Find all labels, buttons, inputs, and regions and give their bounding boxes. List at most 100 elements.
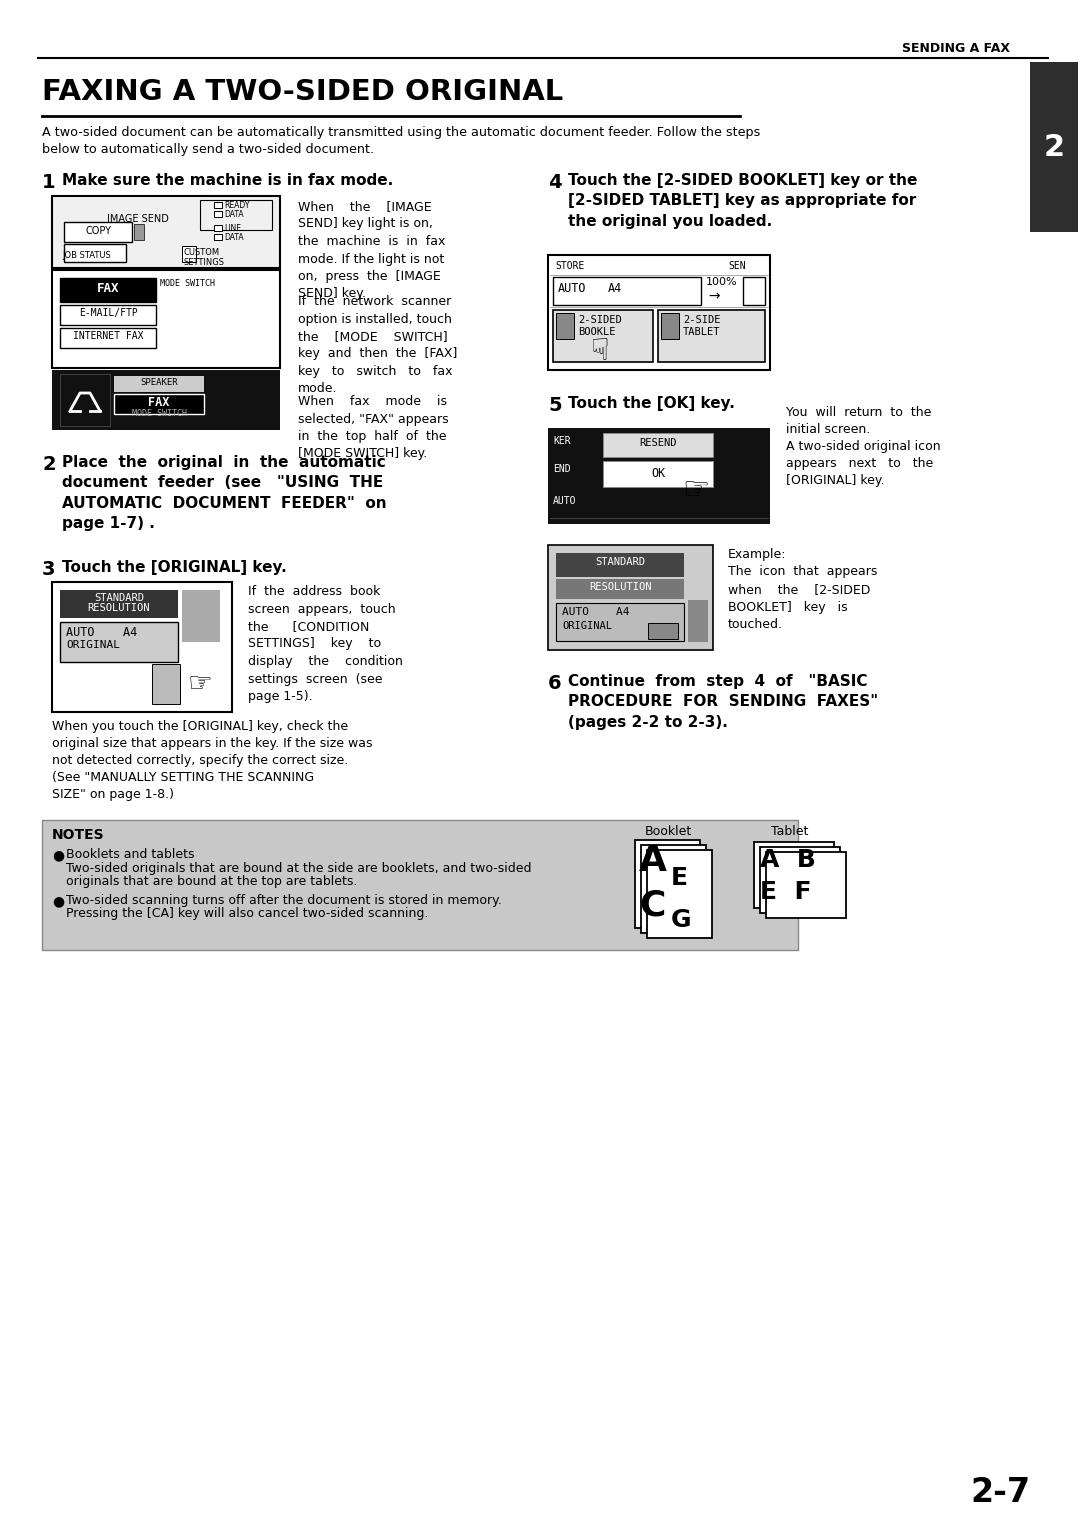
Bar xyxy=(60,374,110,426)
Bar xyxy=(556,579,684,599)
Bar xyxy=(64,222,132,241)
Text: Booklet: Booklet xyxy=(645,825,691,837)
Text: RESEND: RESEND xyxy=(639,439,677,448)
Bar xyxy=(556,553,684,578)
Bar xyxy=(635,840,700,927)
Text: 2: 2 xyxy=(42,455,56,474)
Bar xyxy=(548,428,770,524)
Text: STANDARD: STANDARD xyxy=(595,558,645,567)
Text: AUTO    A4: AUTO A4 xyxy=(562,607,630,617)
Text: Pressing the [CA] key will also cancel two-sided scanning.: Pressing the [CA] key will also cancel t… xyxy=(66,908,429,920)
Text: 1: 1 xyxy=(42,173,56,193)
Bar xyxy=(661,313,679,339)
Bar xyxy=(766,853,846,918)
Bar xyxy=(553,277,701,306)
Bar xyxy=(114,394,204,414)
Bar xyxy=(52,270,280,368)
Text: AUTO: AUTO xyxy=(553,497,577,506)
Text: If  the  network  scanner
option is installed, touch
the    [MODE    SWITCH]
key: If the network scanner option is install… xyxy=(298,295,457,396)
Bar xyxy=(214,202,222,208)
Text: AUTO    A4: AUTO A4 xyxy=(66,626,137,639)
Text: A two-sided document can be automatically transmitted using the automatic docume: A two-sided document can be automaticall… xyxy=(42,125,760,156)
Text: JOB STATUS: JOB STATUS xyxy=(62,251,111,260)
Bar xyxy=(52,370,280,429)
Bar xyxy=(134,225,144,240)
Bar xyxy=(754,842,834,908)
Text: Touch the [2-SIDED BOOKLET] key or the
[2-SIDED TABLET] key as appropriate for
t: Touch the [2-SIDED BOOKLET] key or the [… xyxy=(568,173,917,229)
Bar xyxy=(183,246,195,261)
Text: MODE SWITCH: MODE SWITCH xyxy=(160,280,215,287)
Text: ☞: ☞ xyxy=(188,669,213,698)
Bar xyxy=(548,255,770,370)
Text: COPY: COPY xyxy=(85,226,111,235)
Bar xyxy=(214,234,222,240)
Text: DATA: DATA xyxy=(224,232,244,241)
Bar xyxy=(556,604,684,642)
Text: When    fax    mode    is
selected, "FAX" appears
in  the  top  half  of  the
[M: When fax mode is selected, "FAX" appears… xyxy=(298,396,448,460)
Text: A4: A4 xyxy=(608,283,622,295)
Text: 2-SIDE: 2-SIDE xyxy=(683,315,720,325)
Text: FAX: FAX xyxy=(148,396,170,410)
Text: Two-sided originals that are bound at the side are booklets, and two-sided: Two-sided originals that are bound at th… xyxy=(66,862,531,876)
Bar xyxy=(760,847,840,914)
Text: TABLET: TABLET xyxy=(683,327,720,338)
Bar xyxy=(114,376,204,393)
Text: ORIGINAL: ORIGINAL xyxy=(66,640,120,649)
Text: ●: ● xyxy=(52,848,64,862)
Bar xyxy=(60,590,178,617)
Bar xyxy=(60,278,156,303)
Text: IMAGE SEND: IMAGE SEND xyxy=(107,214,168,225)
Text: E  F: E F xyxy=(760,880,811,905)
Text: MODE SWITCH: MODE SWITCH xyxy=(132,410,187,419)
Bar xyxy=(658,310,765,362)
Text: 2-SIDED: 2-SIDED xyxy=(578,315,622,325)
Bar xyxy=(52,582,232,712)
Text: 3: 3 xyxy=(42,559,55,579)
Text: →: → xyxy=(708,289,719,303)
Text: Booklets and tablets: Booklets and tablets xyxy=(66,848,194,860)
Text: FAX: FAX xyxy=(97,283,119,295)
Bar xyxy=(183,590,220,642)
Text: Example:
The  icon  that  appears
when    the    [2-SIDED
BOOKLET]   key   is
to: Example: The icon that appears when the … xyxy=(728,549,877,631)
Text: NOTES: NOTES xyxy=(52,828,105,842)
Bar xyxy=(152,665,180,704)
Bar xyxy=(603,432,713,457)
Text: A: A xyxy=(639,843,667,879)
Bar xyxy=(548,545,713,649)
Text: 2-7: 2-7 xyxy=(970,1476,1030,1510)
Text: E-MAIL/FTP: E-MAIL/FTP xyxy=(79,309,137,318)
Text: SEN: SEN xyxy=(728,261,745,270)
Text: Continue  from  step  4  of   "BASIC
PROCEDURE  FOR  SENDING  FAXES"
(pages 2-2 : Continue from step 4 of "BASIC PROCEDURE… xyxy=(568,674,878,730)
Bar xyxy=(556,313,573,339)
Text: BOOKLE: BOOKLE xyxy=(578,327,616,338)
Bar xyxy=(52,196,280,267)
Text: G: G xyxy=(671,908,691,932)
Text: Touch the [OK] key.: Touch the [OK] key. xyxy=(568,396,734,411)
Text: FAXING A TWO-SIDED ORIGINAL: FAXING A TWO-SIDED ORIGINAL xyxy=(42,78,564,105)
Text: Touch the [ORIGINAL] key.: Touch the [ORIGINAL] key. xyxy=(62,559,287,575)
Text: SPEAKER: SPEAKER xyxy=(140,377,178,387)
Bar xyxy=(214,225,222,231)
Text: SENDING A FAX: SENDING A FAX xyxy=(902,41,1010,55)
Text: If  the  address  book
screen  appears,  touch
the      [CONDITION
SETTINGS]    : If the address book screen appears, touc… xyxy=(248,585,403,703)
Text: Place  the  original  in  the  automatic
document  feeder  (see   "USING  THE
AU: Place the original in the automatic docu… xyxy=(62,455,387,532)
Text: When you touch the [ORIGINAL] key, check the
original size that appears in the k: When you touch the [ORIGINAL] key, check… xyxy=(52,720,373,801)
Text: INTERNET FAX: INTERNET FAX xyxy=(72,332,144,341)
Text: READY: READY xyxy=(224,202,249,209)
Bar xyxy=(60,329,156,348)
Bar xyxy=(60,306,156,325)
Text: 4: 4 xyxy=(548,173,562,193)
Bar xyxy=(1030,63,1078,232)
Text: You  will  return  to  the
initial screen.
A two-sided original icon
appears   n: You will return to the initial screen. A… xyxy=(786,406,941,487)
Bar xyxy=(648,623,678,639)
Text: E: E xyxy=(671,866,688,889)
Bar xyxy=(60,622,178,662)
Bar xyxy=(743,277,765,306)
Text: Tablet: Tablet xyxy=(771,825,809,837)
Bar xyxy=(200,200,272,231)
Text: ☟: ☟ xyxy=(591,338,609,367)
Text: 2: 2 xyxy=(1043,133,1065,162)
Text: ●: ● xyxy=(52,894,64,908)
Text: 5: 5 xyxy=(548,396,562,416)
Bar xyxy=(647,850,712,938)
